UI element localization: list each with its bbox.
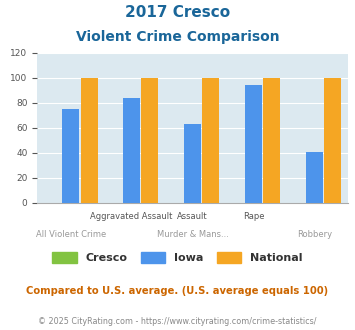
Bar (81, 78, 98, 203)
Text: Rape: Rape (243, 212, 264, 221)
Text: Compared to U.S. average. (U.S. average equals 100): Compared to U.S. average. (U.S. average … (26, 286, 329, 296)
Bar (263, 78, 280, 203)
Text: All Violent Crime: All Violent Crime (36, 230, 106, 239)
Text: 2017 Cresco: 2017 Cresco (125, 5, 230, 20)
Bar (245, 85, 262, 203)
Bar (306, 152, 323, 203)
Text: © 2025 CityRating.com - https://www.cityrating.com/crime-statistics/: © 2025 CityRating.com - https://www.city… (38, 317, 317, 326)
Text: Violent Crime Comparison: Violent Crime Comparison (76, 30, 279, 44)
Text: Assault: Assault (177, 212, 208, 221)
Text: Aggravated Assault: Aggravated Assault (91, 212, 173, 221)
Bar (184, 124, 201, 203)
Bar (324, 78, 341, 203)
Bar (62, 109, 79, 203)
Bar (123, 98, 140, 203)
Text: Murder & Mans...: Murder & Mans... (157, 230, 229, 239)
Bar (141, 78, 158, 203)
Legend: Cresco, Iowa, National: Cresco, Iowa, National (48, 248, 307, 267)
Bar (202, 78, 219, 203)
Text: Robbery: Robbery (297, 230, 332, 239)
